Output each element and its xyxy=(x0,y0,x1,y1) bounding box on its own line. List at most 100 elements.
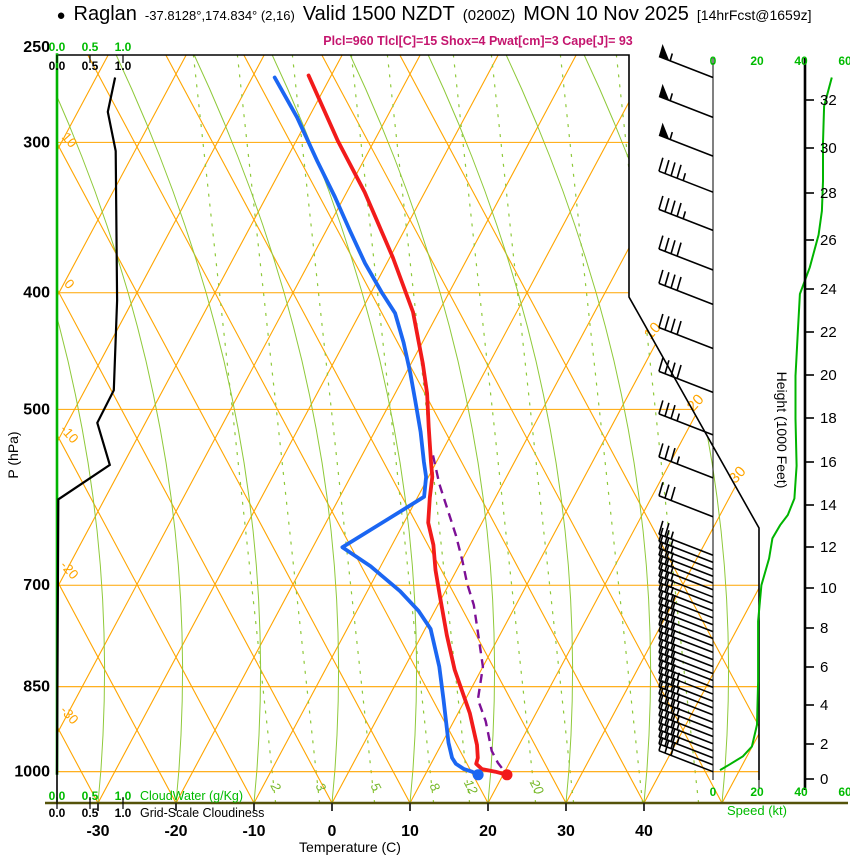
moist-adiabat-line xyxy=(349,55,496,803)
station-name: Raglan xyxy=(73,3,137,25)
moist-adiabat-line xyxy=(583,55,730,803)
wind-barb-feather xyxy=(658,576,664,590)
wind-barb-feather xyxy=(676,320,682,335)
wind-barb-feather xyxy=(664,732,670,747)
wind-barb-feather xyxy=(670,720,676,735)
wind-barb-feather xyxy=(658,659,664,674)
cloudiness-curve xyxy=(55,77,119,775)
wind-barb-shaft xyxy=(658,456,714,479)
wind-speed-curve xyxy=(719,77,833,771)
wind-barb-half-feather xyxy=(676,413,681,422)
wind-barb-feather xyxy=(658,482,664,496)
temperature-tick-label: 0 xyxy=(328,823,337,840)
isotherm-line xyxy=(97,55,499,803)
wind-barb-shaft xyxy=(658,208,714,232)
wind-barb-feather xyxy=(658,652,664,667)
surface-dewpoint-dot xyxy=(472,769,484,781)
wind-barb-feather xyxy=(664,696,670,711)
wind-barb-feather xyxy=(670,615,676,630)
indices-line: Plcl=960 Tlcl[C]=15 Shox=4 Pwat[cm]=3 Ca… xyxy=(323,34,633,48)
speed-tick-label-bottom: 40 xyxy=(794,785,808,799)
wind-barb-shaft xyxy=(658,749,714,773)
wind-barb-feather xyxy=(658,723,664,738)
wind-barb-feather xyxy=(664,585,670,600)
wind-barb-feather xyxy=(676,202,682,217)
height-tick-label: 26 xyxy=(820,232,837,249)
height-tick-label: 8 xyxy=(820,620,828,637)
wind-barb-feather xyxy=(664,668,670,683)
wind-barb-feather xyxy=(670,240,676,254)
height-tick-label: 16 xyxy=(820,454,837,471)
wind-barb-feather xyxy=(664,718,670,733)
isotherm-line xyxy=(253,55,655,803)
wind-barb-feather xyxy=(658,357,664,372)
dry-adiabat-label: -20 xyxy=(57,558,81,583)
pressure-tick-label: 700 xyxy=(23,577,50,594)
cloudiness-scale-top-label: 0.0 xyxy=(49,59,66,73)
wind-barb-feather xyxy=(664,627,670,642)
wind-barb-feather xyxy=(664,634,670,649)
wind-barb-shaft xyxy=(658,413,714,436)
wind-barb-half-feather xyxy=(676,707,681,716)
dry-adiabat-label: 0 xyxy=(61,276,77,292)
wind-barb-feather xyxy=(658,617,664,632)
isotherm-line xyxy=(643,55,759,803)
wind-barb-feather xyxy=(670,713,676,728)
dry-adiabat-line xyxy=(87,55,489,803)
mixing-ratio-line xyxy=(192,55,277,803)
wind-barb-feather xyxy=(658,520,664,535)
wind-barb-feather xyxy=(664,620,670,635)
wind-barb-half-feather xyxy=(670,531,674,540)
height-tick-label: 2 xyxy=(820,736,828,753)
cloudiness-scale-bottom-label: 0.0 xyxy=(49,806,66,820)
dry-adiabat-line xyxy=(243,55,645,803)
wind-barb-feather xyxy=(658,400,664,415)
wind-barb-feather xyxy=(664,675,670,690)
isotherm-line xyxy=(331,55,733,803)
dry-adiabat-line xyxy=(57,55,333,803)
wind-barb-feather xyxy=(658,603,664,618)
wind-barb-half-feather xyxy=(676,693,681,702)
wind-barb-feather xyxy=(658,443,664,458)
isotherm-line xyxy=(487,55,759,803)
height-tick-label: 20 xyxy=(820,367,837,384)
wind-barb-feather xyxy=(664,198,670,212)
wind-barb-shaft xyxy=(658,170,714,193)
wind-barb-feather xyxy=(670,677,676,692)
wind-barb-feather xyxy=(670,162,676,177)
speed-axis-title: Speed (kt) xyxy=(727,803,787,818)
wind-barb-feather xyxy=(676,242,682,257)
wind-barb-shaft xyxy=(658,686,714,709)
wind-barbs xyxy=(658,44,714,773)
wind-barb-feather xyxy=(664,682,670,697)
wind-barb-feather xyxy=(670,671,676,686)
cloudiness-scale-bottom-label: 1.0 xyxy=(115,806,132,820)
wind-barb-half-feather xyxy=(670,552,674,561)
cloudwater-scale-bottom-label: 1.0 xyxy=(115,789,132,803)
pressure-tick-label: 250 xyxy=(23,39,50,56)
wind-barb-feather xyxy=(664,537,670,551)
wind-barb-half-feather xyxy=(670,559,674,567)
wind-barb-feather xyxy=(664,237,670,252)
wind-barb-shaft xyxy=(658,282,714,306)
wind-barb-half-feather xyxy=(669,131,674,140)
pressure-tick-label: 300 xyxy=(23,134,50,151)
dry-adiabat-line xyxy=(399,55,759,803)
wind-barb-feather xyxy=(670,727,676,742)
wind-barb-shaft xyxy=(658,248,714,271)
wind-barb-feather xyxy=(664,641,670,656)
height-tick-label: 10 xyxy=(820,580,837,597)
wind-barb-feather xyxy=(676,364,682,379)
moist-adiabat-line xyxy=(193,55,340,803)
height-tick-label: 12 xyxy=(820,539,837,556)
wind-barb-feather xyxy=(664,571,670,586)
wind-barb-feather xyxy=(664,592,670,607)
wind-barb-feather xyxy=(658,687,664,702)
moist-adiabat-line xyxy=(57,55,184,803)
isotherm-line xyxy=(565,55,759,803)
wind-barb-half-feather xyxy=(676,722,681,731)
wind-barb-feather xyxy=(670,447,676,462)
wind-barb-shaft xyxy=(658,55,714,79)
wind-barb-feather xyxy=(676,276,682,291)
wind-barb-shaft xyxy=(658,630,714,654)
